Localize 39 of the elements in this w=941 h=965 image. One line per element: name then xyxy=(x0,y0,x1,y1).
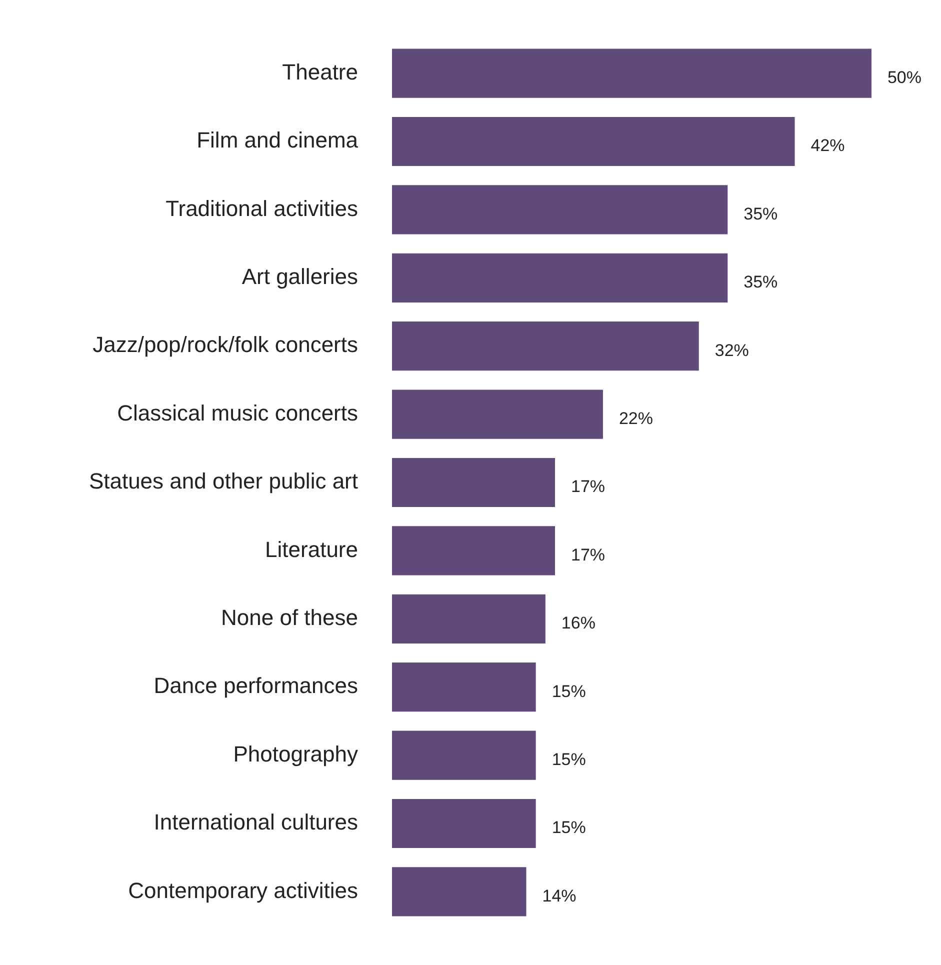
y-tick-label: Contemporary activities xyxy=(128,878,358,903)
y-tick-label: Jazz/pop/rock/folk concerts xyxy=(92,332,358,358)
data-label: 14% xyxy=(542,886,576,906)
data-label: 42% xyxy=(810,136,845,156)
data-label: 16% xyxy=(561,614,596,633)
bar xyxy=(392,526,556,576)
bar xyxy=(392,322,699,371)
y-tick-label: Dance performances xyxy=(154,673,358,698)
data-label: 50% xyxy=(887,68,922,87)
bar xyxy=(392,867,526,916)
bar xyxy=(392,798,536,848)
bar xyxy=(392,662,536,712)
y-tick-label: Statues and other public art xyxy=(88,468,358,494)
data-label: 32% xyxy=(714,340,749,360)
y-tick-label: International cultures xyxy=(154,810,358,835)
data-label: 17% xyxy=(571,477,606,496)
bar xyxy=(392,730,536,780)
bar xyxy=(392,594,546,644)
data-label: 17% xyxy=(571,545,606,564)
bar xyxy=(392,185,728,234)
y-tick-label: Art galleries xyxy=(242,264,358,289)
y-tick-label: Film and cinema xyxy=(196,128,359,153)
bar xyxy=(392,48,872,98)
y-tick-label: Photography xyxy=(233,741,358,766)
bar xyxy=(392,458,556,508)
y-tick-label: Classical music concerts xyxy=(117,400,358,426)
data-label: 15% xyxy=(552,818,586,838)
y-tick-label: None of these xyxy=(221,604,358,630)
bar xyxy=(392,116,795,166)
y-tick-label: Theatre xyxy=(282,59,358,84)
y-tick-label: Traditional activities xyxy=(166,196,358,221)
data-label: 15% xyxy=(552,750,586,769)
data-label: 22% xyxy=(618,408,653,428)
data-label: 35% xyxy=(744,272,778,292)
bar xyxy=(392,253,728,302)
data-label: 15% xyxy=(552,682,586,701)
data-label: 35% xyxy=(744,204,778,224)
y-tick-label: Literature xyxy=(265,536,358,562)
bar xyxy=(392,390,603,439)
